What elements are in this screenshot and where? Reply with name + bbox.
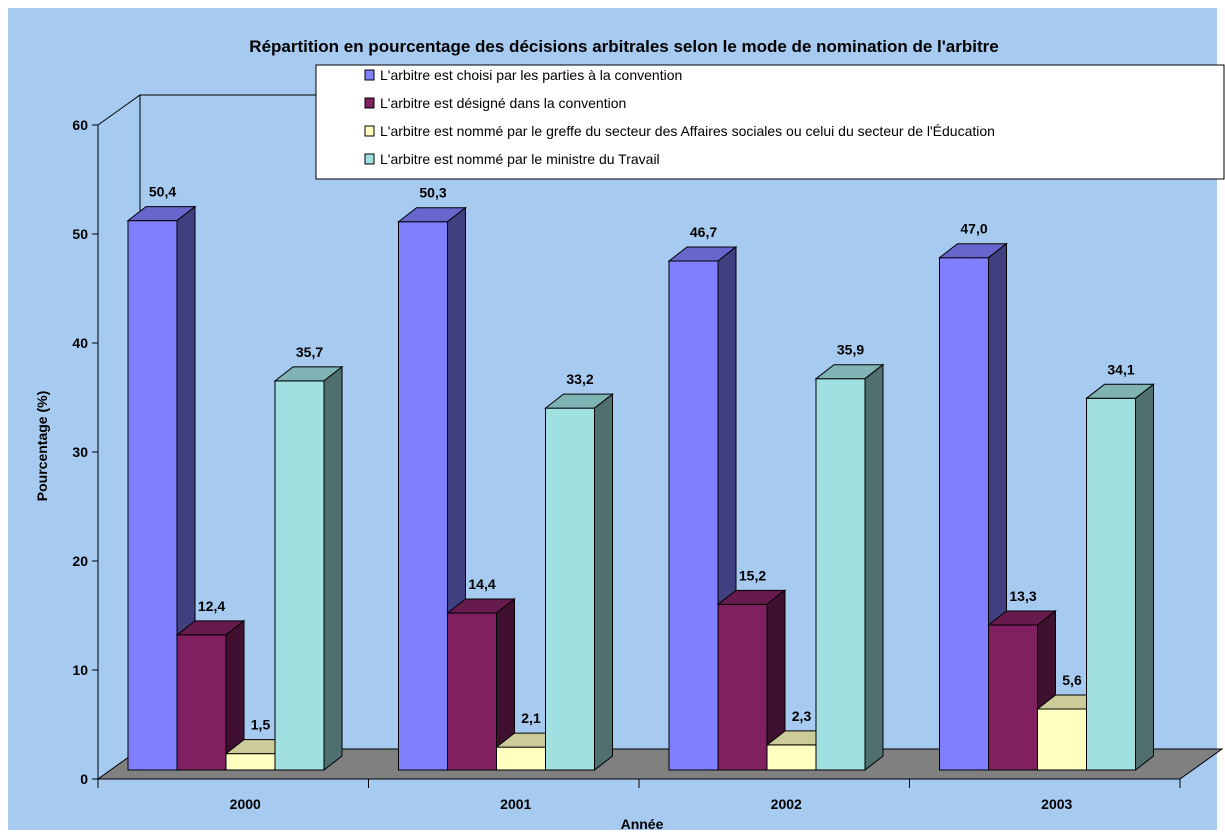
bar [274, 380, 325, 771]
legend-label: L'arbitre est nommé par le greffe du sec… [380, 123, 995, 139]
bar [176, 634, 227, 771]
chart-title: Répartition en pourcentage des décisions… [249, 37, 998, 56]
data-label: 46,7 [690, 224, 717, 240]
bars [126, 205, 1155, 772]
data-label: 33,2 [566, 371, 593, 387]
data-labels: 50,4 12,4 1,5 35,7 50,3 14,4 2,1 33,2 46,7 15,2 2,… [149, 184, 1135, 733]
data-label: 1,5 [251, 717, 271, 733]
bar [225, 753, 276, 771]
legend-swatch [364, 97, 375, 109]
legend-swatch [364, 69, 375, 81]
y-tick-label: 0 [80, 771, 88, 787]
data-label: 50,3 [419, 185, 446, 201]
data-label: 35,9 [837, 342, 864, 358]
bar [815, 378, 866, 771]
bar [1086, 397, 1136, 771]
data-label: 47,0 [960, 221, 987, 237]
legend-label: L'arbitre est choisi par les parties à l… [380, 67, 682, 83]
bar-side [1135, 383, 1154, 772]
bar-side [323, 365, 343, 772]
bar [398, 221, 448, 771]
data-label: 14,4 [468, 576, 495, 592]
y-tick-label: 10 [72, 662, 88, 678]
bar [717, 603, 768, 771]
data-label: 15,2 [739, 567, 766, 583]
data-label: 12,4 [198, 598, 225, 614]
bar [447, 612, 497, 771]
x-tick-label: 2003 [1041, 796, 1072, 812]
bar [496, 746, 546, 771]
data-label: 34,1 [1107, 361, 1134, 377]
legend-box [315, 64, 1225, 180]
data-label: 35,7 [296, 344, 323, 360]
legend-swatch [364, 153, 375, 165]
x-tick-label: 2002 [771, 796, 802, 812]
x-axis: 2000 2001 2002 2003 [97, 778, 1181, 812]
legend-label: L'arbitre est désigné dans la convention [380, 95, 626, 111]
y-tick-label: 40 [72, 335, 88, 351]
bar-side [864, 363, 884, 772]
bar [1037, 708, 1087, 771]
y-tick-label: 20 [72, 553, 88, 569]
bar [939, 257, 989, 771]
y-tick-label: 60 [72, 117, 88, 133]
bar [988, 624, 1038, 771]
x-tick-label: 2000 [230, 796, 261, 812]
bar-side [594, 393, 613, 772]
x-axis-title: Année [621, 816, 664, 832]
y-tick-label: 30 [72, 444, 88, 460]
x-tick-label: 2001 [500, 796, 531, 812]
legend: L'arbitre est choisi par les parties à l… [315, 64, 1225, 180]
y-axis: 0 10 20 30 40 50 60 [72, 117, 98, 787]
legend-label: L'arbitre est nommé par le ministre du T… [380, 151, 660, 167]
bar [766, 744, 817, 771]
legend-swatch [364, 125, 375, 137]
data-label: 50,4 [149, 184, 176, 200]
data-label: 2,1 [521, 710, 541, 726]
y-axis-title: Pourcentage (%) [34, 391, 50, 501]
bar [127, 220, 178, 771]
data-label: 5,6 [1062, 672, 1082, 688]
data-label: 13,3 [1009, 588, 1036, 604]
y-tick-label: 50 [72, 226, 88, 242]
bar [545, 407, 595, 771]
data-label: 2,3 [792, 708, 812, 724]
bar [668, 260, 719, 771]
